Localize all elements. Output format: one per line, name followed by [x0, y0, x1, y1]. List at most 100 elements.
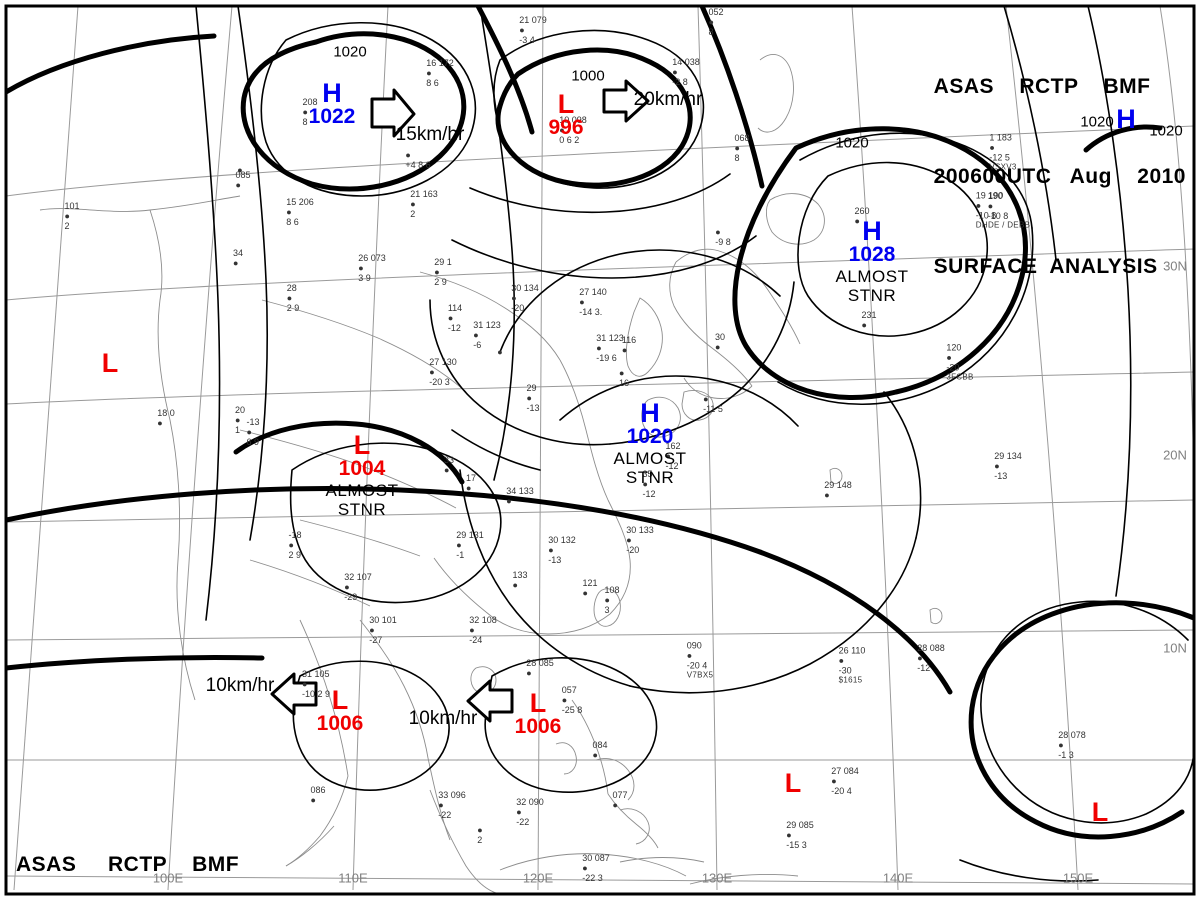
station-plot: 20 ● 1	[235, 405, 245, 435]
station-bottom-row: 6 9	[246, 437, 260, 447]
station-plot: 085 ●	[235, 170, 250, 190]
station-plot: 120 ● -20 3FCBB	[946, 343, 973, 382]
station-bottom-row: 1	[234, 425, 241, 435]
station-plot: 057 ● -25 8	[562, 685, 583, 715]
station-symbol: ●	[447, 313, 454, 323]
station-plot: -18 ● 2 9	[288, 530, 301, 560]
station-top-row: 116	[621, 335, 637, 345]
station-symbol: ●	[511, 293, 517, 303]
station-bottom-row: -10 8	[975, 210, 997, 221]
station-top-row: 20	[234, 405, 246, 415]
station-symbol: ●	[434, 267, 440, 277]
station-top-row: 120	[946, 342, 962, 353]
station-symbol: ●	[561, 695, 568, 705]
station-top-row: -13	[246, 417, 260, 427]
station-plot: 084 ●	[592, 740, 607, 760]
station-bottom-row: -24	[469, 635, 483, 645]
isobar-label: 1000	[571, 67, 605, 85]
station-plot: ● +4 8 6	[405, 150, 430, 170]
header-line-2: 200600UTC Aug 2010	[933, 165, 1186, 188]
station-bottom-row: -2 8	[672, 77, 688, 87]
station-plot: 33 ●	[444, 455, 454, 475]
station-bottom-row: -12	[665, 461, 679, 471]
station-plot: 208 ● 8	[302, 97, 317, 127]
station-top-row: 30 132	[548, 535, 576, 545]
station-top-row: 29 1	[434, 257, 452, 267]
station-symbol: ●	[465, 483, 472, 493]
station-top-row: 30 101	[369, 615, 397, 625]
station-symbol: ●	[477, 825, 483, 835]
station-bottom-row: 16	[618, 378, 630, 388]
station-callsign: VSXV3	[989, 162, 1017, 172]
station-plot: 077 ●	[612, 790, 627, 810]
longitude-label: 140E	[882, 870, 914, 886]
station-top-row: 30 134	[511, 283, 539, 293]
station-top-row: 1 183	[989, 132, 1012, 143]
station-bottom-row: -10 2 9	[301, 689, 331, 699]
station-bottom-row: -3 4	[519, 35, 535, 45]
motion-arrows	[270, 79, 650, 723]
station-top-row: 30 087	[582, 853, 610, 863]
station-plot: 28 085 ●	[526, 658, 554, 678]
station-symbol: ●	[246, 427, 252, 437]
station-plot: 27 130 ● -20 3	[429, 357, 457, 387]
station-top-row: 26 110	[838, 645, 866, 656]
station-top-row: 33 096	[438, 790, 466, 800]
station-bottom-row: -11 5	[703, 404, 723, 414]
station-bottom-row: -1	[456, 550, 465, 560]
station-bottom-row: 2 9	[434, 277, 447, 287]
station-bottom-row: 2	[410, 209, 416, 219]
station-symbol: ●	[579, 297, 585, 307]
station-top-row: 190	[987, 191, 1003, 201]
station-symbol: ●	[410, 199, 416, 209]
station-top-row: 21 079	[519, 15, 547, 25]
station-bottom-row: -1 3	[1058, 750, 1074, 760]
arrow-high-1022	[370, 88, 416, 138]
station-symbol: ●	[596, 343, 602, 353]
station-symbol: ●	[665, 451, 671, 461]
station-symbol: ●	[234, 415, 241, 425]
station-symbol: ●	[612, 800, 618, 810]
station-plot: ● 16	[619, 368, 629, 388]
isobar-label: 1020	[1149, 122, 1183, 140]
station-symbol: ●	[686, 650, 693, 661]
station-symbol: ●	[288, 540, 294, 550]
station-bottom-row: -20	[626, 545, 640, 555]
latitude-label: 10N	[1163, 640, 1187, 656]
station-top-row: 10 098	[559, 115, 587, 125]
station-top-row: 16 172	[426, 58, 454, 68]
station-top-row: 28 078	[1058, 730, 1086, 740]
station-plot: 190 ● -10 8	[988, 191, 1009, 221]
motion-speed-label: 20km/hr	[633, 89, 703, 110]
station-plot: 32 090 ● -22	[516, 797, 544, 827]
station-symbol: ●	[582, 863, 588, 873]
station-top-row: 28 088	[917, 643, 945, 653]
station-bottom-row: -20 4	[831, 786, 852, 796]
station-symbol: ●	[456, 540, 462, 550]
station-top-row: 35	[642, 469, 653, 479]
isobar-label: 1020	[835, 134, 869, 152]
station-symbol: ●	[559, 125, 565, 135]
station-symbol: ●	[526, 393, 532, 403]
station-symbol: ●	[831, 776, 837, 786]
station-symbol: ●	[157, 418, 163, 428]
station-plot: 27 084 ● -20 4	[831, 766, 859, 796]
station-top-row: 17	[465, 473, 477, 483]
station-callsign: DHDE / DEBB	[975, 220, 1031, 230]
station-symbol: ●	[714, 342, 721, 352]
station-symbol: ●	[917, 653, 923, 663]
station-plot: 101 ● 2	[64, 201, 79, 231]
station-plot: 18 0 ●	[157, 408, 175, 428]
station-symbol: ●	[344, 582, 350, 592]
station-top-row: 260	[854, 206, 870, 216]
station-plot: 32 107 ● -29	[344, 572, 372, 602]
station-bottom-row: +4 8 6	[405, 160, 431, 170]
station-plot: 15 206 ● 8 6	[286, 197, 314, 227]
station-symbol: ●	[994, 461, 1000, 471]
station-bottom-row: 2	[64, 221, 70, 231]
station-bottom-row: -10 8	[987, 211, 1009, 221]
station-symbol: ●	[987, 201, 994, 211]
